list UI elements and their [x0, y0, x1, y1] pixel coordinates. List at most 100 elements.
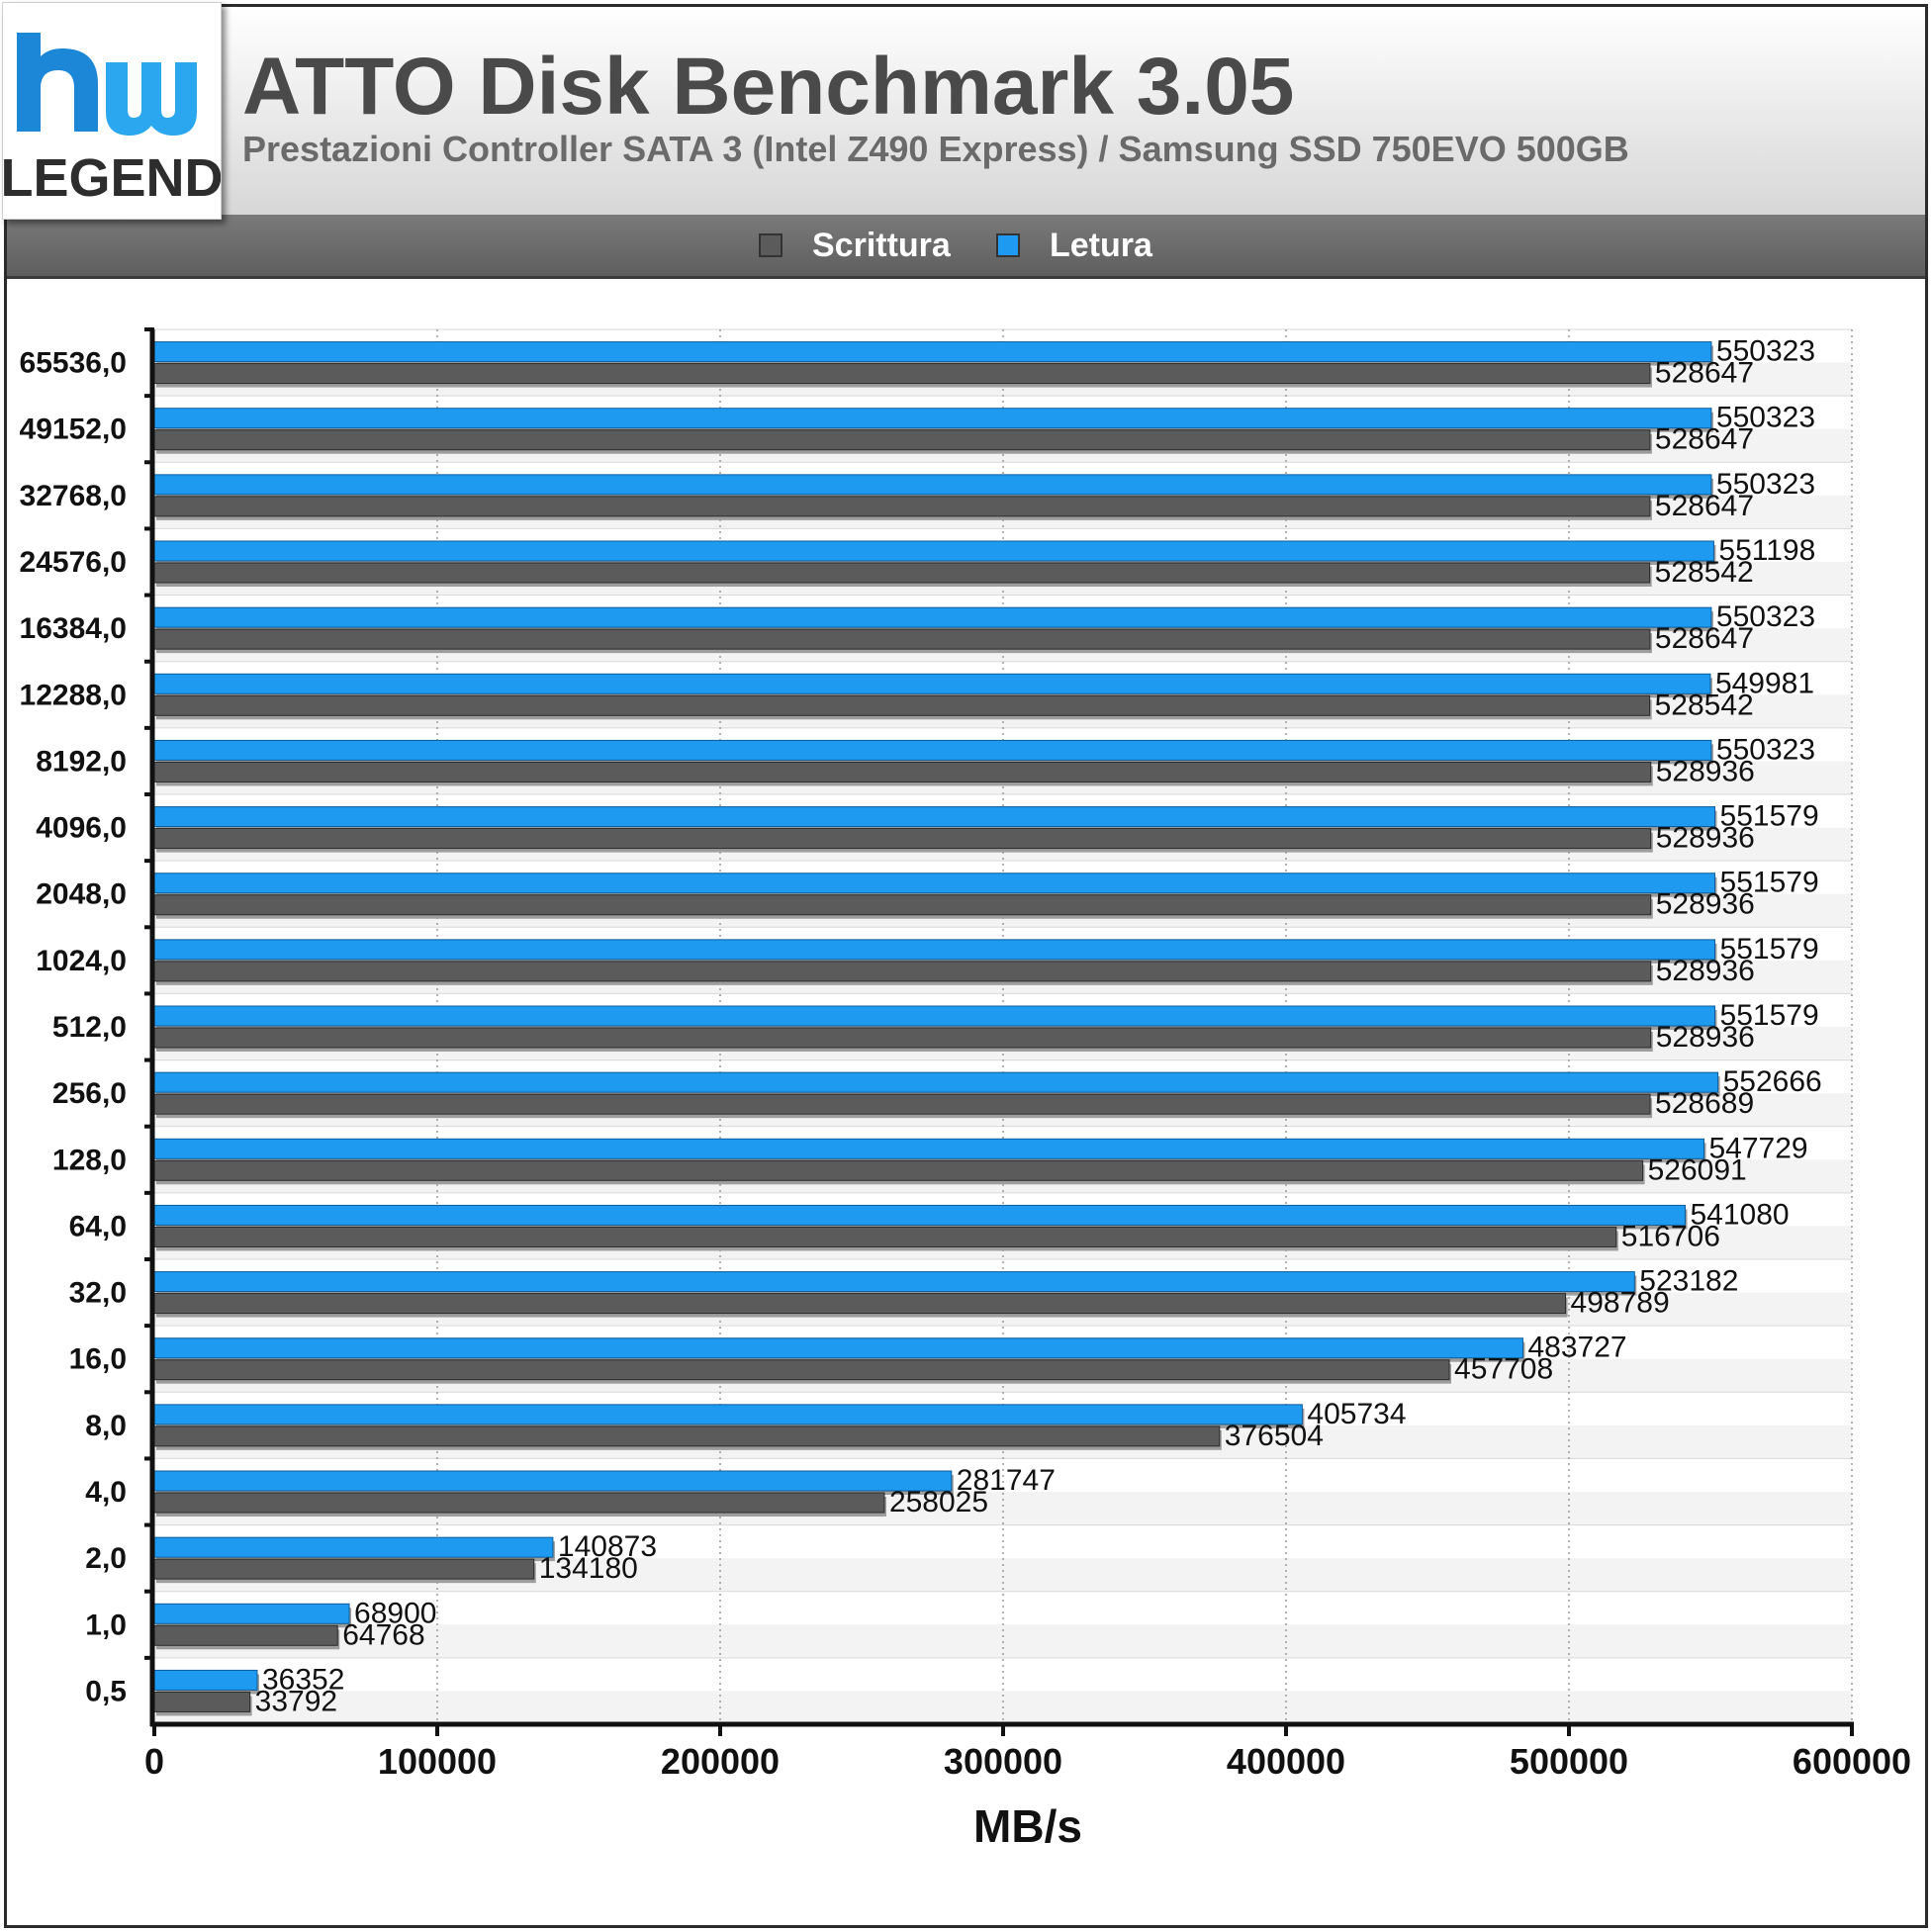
- category-label: 128,0: [52, 1144, 127, 1176]
- data-label-letura: 551579: [1720, 999, 1819, 1032]
- data-label-scrittura: 33792: [255, 1685, 337, 1717]
- data-label-letura: 551579: [1720, 933, 1819, 966]
- category-label: 1,0: [85, 1609, 127, 1641]
- category-label: 16,0: [69, 1343, 127, 1376]
- bar-scrittura: [153, 429, 1651, 451]
- x-axis-label: MB/s: [973, 1800, 1082, 1852]
- data-label-scrittura: 528542: [1655, 689, 1754, 721]
- bar-scrittura: [153, 1159, 1644, 1181]
- data-label-scrittura: 526091: [1648, 1153, 1747, 1186]
- bar-scrittura: [153, 1293, 1567, 1315]
- bar-scrittura: [153, 363, 1651, 385]
- data-label-scrittura: 528542: [1655, 556, 1754, 589]
- category-label: 24576,0: [20, 546, 127, 579]
- x-tick-label: 200000: [661, 1741, 780, 1782]
- x-tick-label: 100000: [378, 1741, 497, 1782]
- bar-letura: [153, 1404, 1303, 1426]
- legend-bar: Scrittura Letura: [7, 215, 1925, 279]
- data-label-scrittura: 528647: [1655, 357, 1754, 390]
- bar-letura: [153, 540, 1714, 562]
- legend-item-scrittura: Scrittura: [759, 227, 951, 264]
- logo-text-bottom: LEGEND: [3, 148, 221, 208]
- data-label-letura: 405734: [1307, 1398, 1406, 1430]
- bar-scrittura: [153, 1492, 885, 1514]
- data-label-letura: 550323: [1716, 468, 1815, 501]
- x-tick-label: 300000: [944, 1741, 1062, 1782]
- bar-letura: [153, 1271, 1635, 1293]
- data-label-scrittura: 528647: [1655, 622, 1754, 655]
- data-label-scrittura: 528936: [1656, 755, 1755, 787]
- data-label-letura: 549981: [1715, 667, 1814, 699]
- bar-scrittura: [153, 961, 1652, 982]
- category-label: 512,0: [52, 1011, 127, 1044]
- category-label: 2048,0: [36, 878, 127, 911]
- category-label: 16384,0: [20, 612, 127, 645]
- data-label-letura: 541080: [1690, 1198, 1789, 1231]
- data-label-scrittura: 528647: [1655, 490, 1754, 522]
- category-label: 8,0: [85, 1410, 127, 1442]
- bar-letura: [153, 1470, 953, 1492]
- chart-title: ATTO Disk Benchmark 3.05: [242, 42, 1295, 132]
- legend-label-letura: Letura: [1050, 226, 1152, 264]
- bar-scrittura: [153, 761, 1652, 782]
- data-label-scrittura: 528936: [1656, 1021, 1755, 1054]
- bar-letura: [153, 673, 1711, 694]
- chart-header: ATTO Disk Benchmark 3.05 Prestazioni Con…: [7, 7, 1925, 217]
- bar-scrittura: [153, 496, 1651, 517]
- data-label-scrittura: 258025: [889, 1486, 988, 1518]
- data-label-scrittura: 134180: [539, 1552, 638, 1585]
- bar-scrittura: [153, 1426, 1221, 1447]
- bar-letura: [153, 1337, 1523, 1359]
- x-tick-label: 400000: [1227, 1741, 1345, 1782]
- data-label-letura: 140873: [558, 1530, 657, 1563]
- category-label: 32,0: [69, 1277, 127, 1310]
- bar-letura: [153, 1138, 1705, 1159]
- bar-scrittura: [153, 1027, 1652, 1049]
- data-label-scrittura: 64768: [342, 1618, 424, 1651]
- bar-letura: [153, 606, 1712, 628]
- category-label: 65536,0: [20, 347, 127, 380]
- legend-swatch-letura: [996, 233, 1020, 257]
- plot-band-upper: [154, 1657, 1852, 1692]
- bar-scrittura: [153, 1624, 338, 1646]
- category-label: 64,0: [69, 1210, 127, 1242]
- category-label: 256,0: [52, 1077, 127, 1110]
- data-label-letura: 547729: [1709, 1132, 1808, 1164]
- data-label-scrittura: 528936: [1656, 888, 1755, 921]
- bar-letura: [153, 474, 1712, 496]
- data-label-letura: 551198: [1718, 534, 1815, 567]
- bar-scrittura: [153, 1093, 1651, 1115]
- category-label: 4096,0: [36, 812, 127, 845]
- bar-scrittura: [153, 1226, 1617, 1247]
- category-label: 1024,0: [36, 945, 127, 977]
- logo-graphic: LEGEND: [0, 5, 224, 217]
- data-label-letura: 523182: [1639, 1265, 1738, 1298]
- bar-scrittura: [153, 828, 1652, 850]
- data-label-scrittura: 528936: [1656, 955, 1755, 987]
- data-label-letura: 550323: [1716, 600, 1815, 633]
- data-label-scrittura: 528936: [1656, 822, 1755, 855]
- legend-label-scrittura: Scrittura: [812, 226, 951, 264]
- chart-subtitle: Prestazioni Controller SATA 3 (Intel Z49…: [242, 129, 1629, 169]
- bar-letura: [153, 939, 1716, 961]
- data-label-scrittura: 376504: [1225, 1420, 1324, 1452]
- bar-scrittura: [153, 1359, 1450, 1381]
- data-label-letura: 483727: [1527, 1332, 1626, 1364]
- data-label-scrittura: 498789: [1571, 1287, 1670, 1320]
- data-label-letura: 550323: [1716, 733, 1815, 766]
- bar-scrittura: [153, 562, 1651, 584]
- category-label: 49152,0: [20, 414, 127, 446]
- bar-scrittura: [153, 894, 1652, 916]
- data-label-letura: 552666: [1723, 1065, 1822, 1098]
- data-label-scrittura: 528647: [1655, 423, 1754, 456]
- bar-letura: [153, 1005, 1716, 1027]
- bar-letura: [153, 873, 1716, 894]
- category-label: 32768,0: [20, 480, 127, 512]
- bar-scrittura: [153, 628, 1651, 650]
- category-label: 4,0: [85, 1476, 127, 1509]
- bar-scrittura: [153, 694, 1651, 716]
- category-label: 0,5: [85, 1675, 127, 1707]
- bar-letura: [153, 1603, 350, 1624]
- data-label-letura: 281747: [957, 1464, 1056, 1497]
